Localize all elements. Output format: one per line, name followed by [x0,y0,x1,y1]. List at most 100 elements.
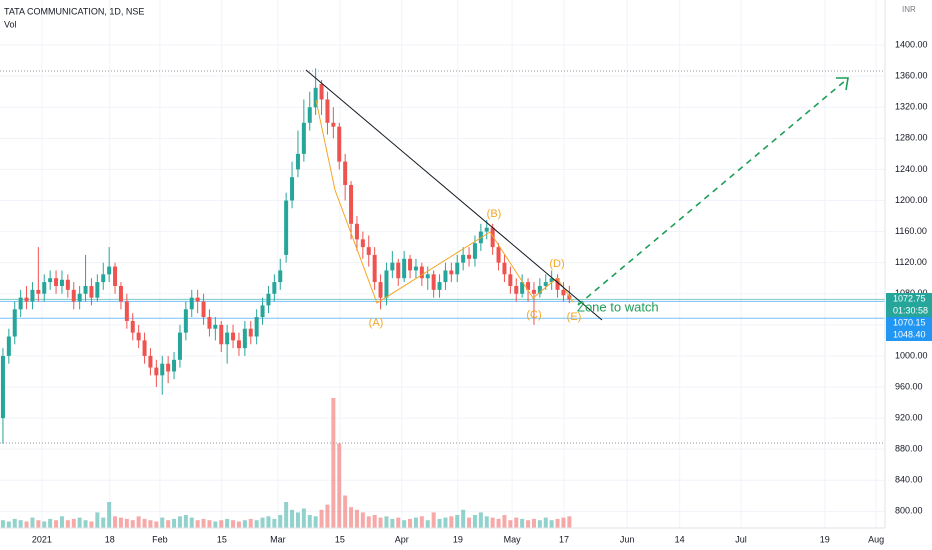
candle-body [531,289,536,294]
candle-body [484,227,489,232]
volume-bar [48,518,53,528]
candle-body [307,107,312,123]
candle-body [189,297,194,310]
volume-bar [195,520,200,528]
volume-bar [172,518,177,528]
horizontal-levels [0,298,885,319]
x-tick-label: 19 [820,534,830,544]
volume-bar [531,518,536,528]
candle-body [349,184,354,224]
y-tick-label: 1000.00 [895,350,928,360]
price-tag [886,329,932,341]
candle-body [225,332,230,345]
candle-body [526,282,531,290]
candle-body [278,270,283,283]
candle-body [118,285,123,302]
candle-body [124,301,129,321]
volume-title: Vol [4,19,17,29]
candle-body [254,317,259,337]
candle-body [343,161,348,185]
x-tick-label: Jun [620,534,635,544]
countdown-label: 01:30:58 [893,305,928,315]
x-tick-label: Aug [868,534,884,544]
candle-body [437,282,442,290]
volume-bar [343,495,348,528]
volume-bar [384,516,389,528]
volume-bar [272,518,277,528]
volume-bar [325,504,330,528]
volume-bar [160,517,165,528]
price-tag [886,293,932,305]
volume-bars [0,398,572,528]
volume-bar [549,520,554,528]
candle-body [455,262,460,275]
candle-body [408,258,413,271]
volume-bar [77,517,82,528]
candle-body [89,285,94,298]
volume-bar [484,516,489,528]
candle-body [101,274,106,283]
volume-bar [478,512,483,528]
volume-bar [130,520,135,528]
candle-body [12,309,17,337]
arrow-head [836,77,849,91]
candle-body [242,328,247,349]
volume-bar [455,515,460,528]
volume-bar [0,520,5,528]
candle-body [65,279,70,290]
wave-line [315,99,574,304]
wave-label: (D) [549,258,564,270]
volume-bar [408,518,413,528]
volume-bar [248,518,253,528]
candle-body [183,309,188,333]
volume-bar [413,517,418,528]
candle-body [266,293,271,306]
volume-bar [107,502,112,528]
price-tag-label: 1070.15 [893,317,926,327]
x-tick-label: 15 [217,534,227,544]
volume-bar [461,509,466,528]
candle-body [136,332,141,341]
x-tick-label: 2021 [32,534,52,544]
volume-bar [278,515,283,528]
candle-body [390,262,395,271]
candle-body [419,266,424,279]
candle-body [490,227,495,248]
candle-body [413,266,418,271]
volume-bar [555,518,560,528]
y-tick-label: 920.00 [895,412,923,422]
candle-body [461,254,466,263]
zone-label: Zone to watch [577,299,659,314]
volume-bar [266,516,271,528]
volume-bar [207,520,212,528]
volume-bar [331,398,336,528]
candle-body [30,289,35,302]
price-tag-label: 1048.40 [893,329,926,339]
candle-body [301,122,306,154]
candle-body [71,289,76,302]
volume-bar [83,520,88,528]
candle-body [236,340,241,349]
volume-bar [113,516,118,528]
volume-bar [6,521,11,528]
x-tick-label: Mar [270,534,286,544]
volume-bar [520,518,525,528]
wave-label: (A) [369,317,384,329]
candles [0,68,572,444]
candle-body [219,324,224,345]
volume-bar [12,518,17,528]
candle-body [313,87,318,108]
y-tick-label: 1160.00 [895,226,927,236]
volume-bar [42,521,47,528]
volume-bar [254,520,259,528]
volume-bar [561,517,566,528]
volume-bar [65,520,70,528]
x-tick-label: 18 [105,534,115,544]
candle-body [142,340,147,356]
candle-body [260,305,265,318]
candle-body [248,328,253,337]
candle-body [360,239,365,248]
candle-body [113,266,118,286]
y-tick-label: 1400.00 [895,39,928,49]
volume-bar [543,517,548,528]
